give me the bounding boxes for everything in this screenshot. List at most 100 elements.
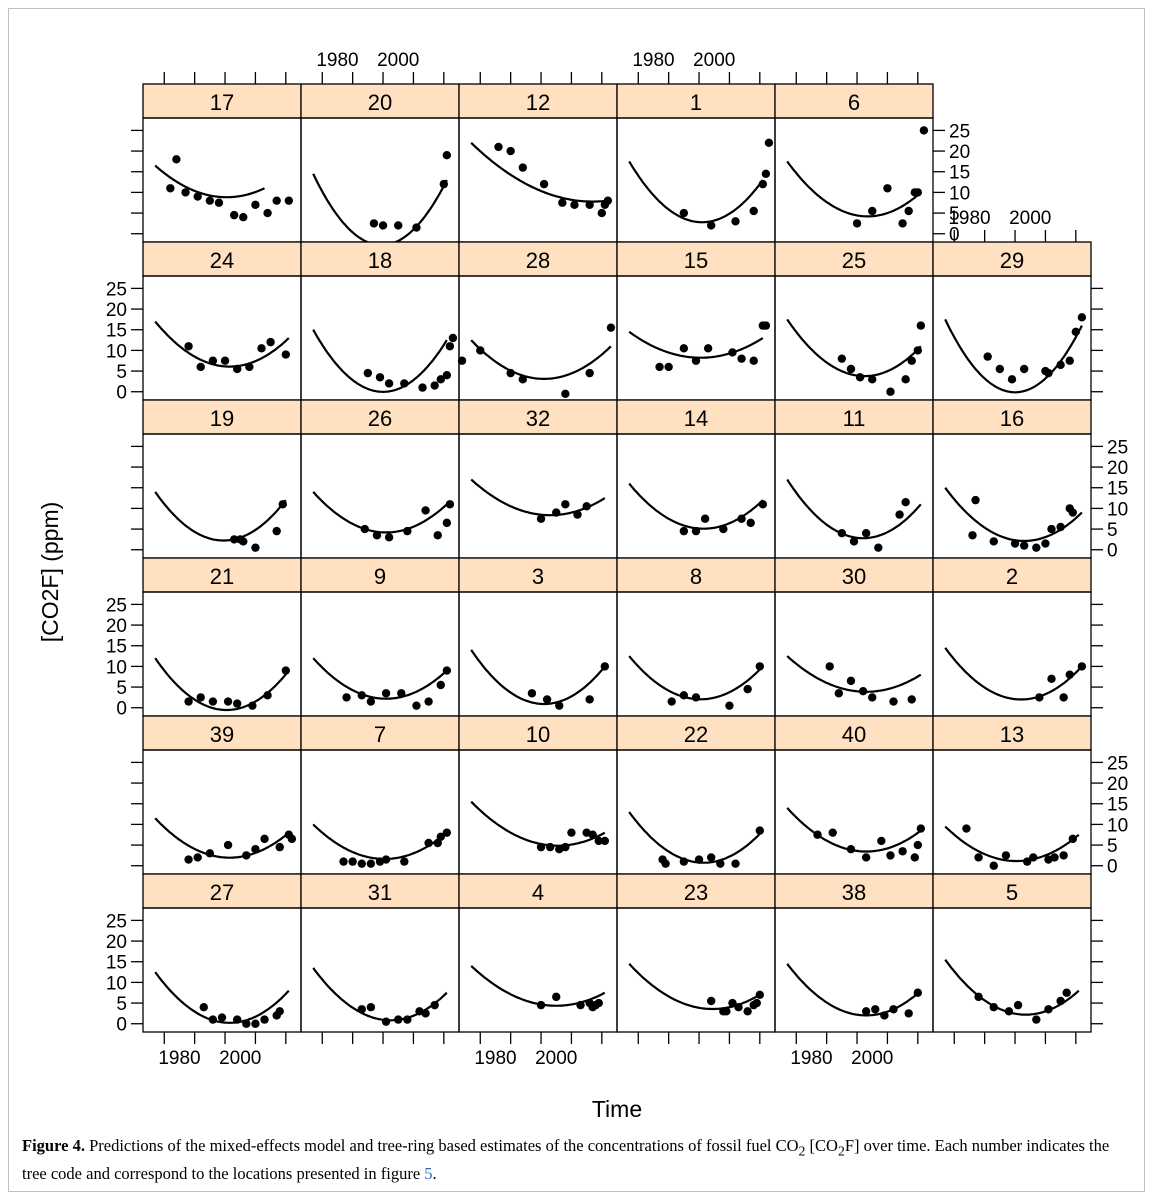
figure-frame (8, 8, 1145, 1192)
point-26-2 (372, 531, 382, 540)
ytick-label-r2-15: 15 (1107, 479, 1128, 500)
point-1-3 (731, 217, 740, 226)
strip-label-10: 10 (526, 722, 550, 747)
point-38-1 (861, 1007, 871, 1016)
point-25-6 (901, 375, 910, 384)
point-26-5 (421, 506, 430, 515)
point-25-7 (907, 356, 916, 365)
panel-32: 32 (458, 399, 618, 559)
point-15-4 (691, 356, 701, 365)
fit-curve-22 (628, 811, 764, 864)
strip-6 (774, 83, 934, 119)
plot-box-12 (458, 117, 618, 243)
point-7-4 (366, 859, 376, 868)
panel-24: 24 (142, 241, 302, 401)
point-17-4 (193, 192, 202, 201)
figure-5-link[interactable]: 5 (424, 1164, 433, 1184)
point-30-7 (907, 695, 916, 704)
point-20-3 (394, 221, 403, 230)
point-23-3 (722, 1007, 731, 1016)
point-15-5 (703, 344, 713, 353)
ytick-label-r2-25: 25 (1107, 437, 1128, 458)
strip-11 (774, 399, 934, 435)
point-3-3 (555, 701, 564, 710)
point-13-2 (974, 853, 983, 862)
fit-curve-23 (628, 963, 764, 1011)
point-15-6 (728, 348, 737, 357)
fit-curve-19 (154, 491, 287, 542)
fit-curve-2 (944, 647, 1083, 701)
point-23-1 (706, 996, 716, 1006)
point-22-3 (679, 857, 689, 866)
point-17-1 (172, 155, 181, 164)
point-31-8 (430, 1000, 439, 1010)
point-23-6 (743, 1007, 752, 1016)
strip-label-40: 40 (842, 722, 866, 747)
strip-7 (300, 715, 460, 751)
caption-text-2: [CO (805, 1136, 838, 1155)
panel-31: 31 (300, 873, 460, 1033)
point-12-1 (494, 142, 503, 152)
panel-12: 12 (458, 83, 618, 243)
point-14-6 (746, 518, 755, 528)
ytick-label-r2-10: 10 (1107, 499, 1128, 520)
fit-curve-39 (154, 817, 290, 859)
point-27-2 (208, 1015, 218, 1024)
point-9-5 (397, 689, 406, 698)
fit-curve-8 (628, 655, 764, 701)
point-3-2 (542, 695, 552, 704)
fit-curve-30 (786, 655, 922, 693)
fit-curve-26 (312, 491, 448, 534)
fit-curve-25 (786, 318, 922, 378)
fit-curve-5 (944, 959, 1080, 1016)
ytick-label-r0-10: 10 (949, 183, 970, 204)
point-12-5 (558, 198, 567, 207)
point-16-11 (1068, 508, 1077, 517)
point-39-7 (260, 834, 269, 844)
caption-text-4: . (432, 1164, 437, 1184)
point-9-4 (381, 689, 391, 698)
point-24-8 (266, 337, 275, 347)
fit-curve-3 (470, 649, 606, 706)
point-4-7 (594, 998, 603, 1008)
strip-1 (616, 83, 776, 119)
strip-24 (142, 241, 302, 277)
strip-label-15: 15 (684, 248, 708, 273)
panel-30: 30 (774, 557, 934, 717)
point-10-1 (536, 842, 546, 852)
point-25-8 (913, 346, 923, 355)
point-21-3 (208, 697, 218, 706)
point-12-7 (585, 200, 594, 209)
fit-curve-6 (786, 160, 922, 218)
point-5-8 (1062, 988, 1071, 997)
point-21-8 (281, 666, 291, 675)
point-19-1 (229, 535, 239, 544)
point-8-4 (725, 701, 734, 710)
point-24-7 (257, 344, 266, 353)
point-13-9 (1059, 851, 1068, 860)
ytick-label-r5-5: 5 (116, 994, 127, 1015)
point-29-1 (983, 352, 992, 361)
ytick-label-r3-5: 5 (116, 678, 127, 699)
point-2-4 (1065, 670, 1074, 679)
xtick-label-c5-2000: 2000 (1009, 208, 1051, 229)
point-13-5 (1022, 857, 1032, 866)
strip-label-3: 3 (532, 564, 544, 589)
point-16-4 (1010, 539, 1020, 548)
point-9-1 (342, 693, 351, 702)
plot-box-40 (774, 749, 934, 875)
panel-26: 26 (300, 399, 460, 559)
plot-box-5 (932, 907, 1092, 1033)
point-8-3 (691, 693, 701, 702)
ytick-label-r2-20: 20 (1107, 458, 1128, 479)
panel-2: 2 (932, 557, 1092, 717)
strip-label-14: 14 (684, 406, 708, 431)
point-32-1 (536, 514, 546, 523)
strip-9 (300, 557, 460, 593)
strip-40 (774, 715, 934, 751)
fit-curve-4 (470, 965, 606, 1007)
point-4-1 (536, 1000, 546, 1010)
point-8-5 (743, 684, 752, 694)
